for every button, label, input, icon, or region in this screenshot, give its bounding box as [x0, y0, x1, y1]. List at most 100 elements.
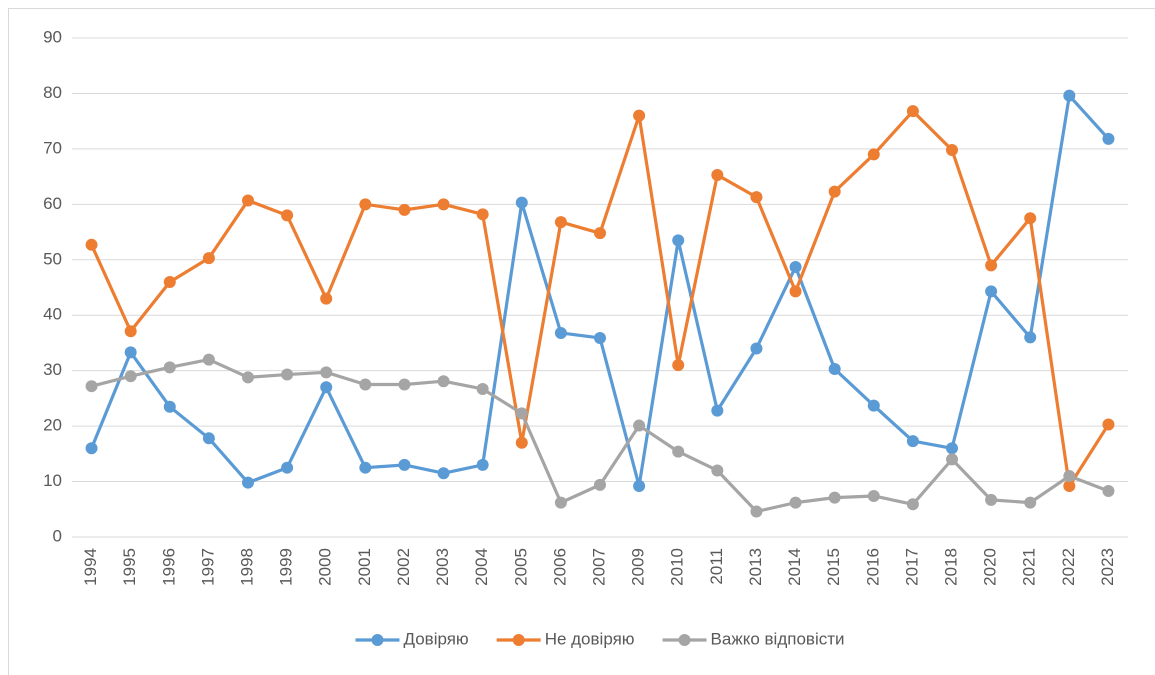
x-tick-label: 2015: [824, 548, 843, 586]
series-marker: [85, 238, 98, 251]
series-marker: [515, 407, 528, 420]
series-marker: [476, 458, 489, 471]
series-marker: [906, 435, 919, 448]
series-marker: [711, 464, 724, 477]
x-tick-label: 2014: [785, 548, 804, 586]
x-tick-label: 2010: [668, 548, 687, 586]
x-tick-label: 2011: [707, 548, 726, 585]
series-marker: [398, 378, 411, 391]
x-tick-label: 2018: [941, 548, 960, 586]
series-marker: [202, 353, 215, 366]
x-tick-label: 1994: [81, 548, 100, 586]
y-tick-label: 20: [43, 416, 62, 435]
series-marker: [1063, 89, 1076, 102]
series-marker: [554, 496, 567, 509]
series-marker: [672, 359, 685, 372]
series-marker: [281, 461, 294, 474]
legend-marker: [512, 634, 525, 646]
legend-marker: [371, 634, 384, 646]
series-marker: [281, 368, 294, 381]
x-tick-label: 2005: [511, 548, 530, 586]
series-marker: [1063, 479, 1076, 492]
legend: Довіряю Не довіряю Важко відповісти: [355, 629, 845, 648]
x-tick-label: 2017: [902, 548, 921, 586]
y-tick-label: 40: [43, 305, 62, 324]
y-tick-label: 10: [43, 471, 62, 490]
series-marker: [1063, 470, 1076, 483]
series-marker: [476, 208, 489, 221]
series-marker: [163, 400, 176, 413]
x-tick-label: 2022: [1059, 548, 1078, 586]
series-marker: [906, 498, 919, 511]
series-marker: [202, 432, 215, 445]
series-marker: [672, 445, 685, 458]
series-marker: [242, 371, 254, 384]
series-marker: [281, 209, 294, 222]
series-marker: [867, 399, 880, 412]
x-tick-label: 2021: [1020, 548, 1039, 586]
series-marker: [437, 467, 450, 480]
series-marker: [867, 489, 880, 502]
series-marker: [711, 404, 724, 417]
x-tick-label: 2009: [629, 548, 648, 586]
series-marker: [515, 436, 528, 449]
series-marker: [554, 216, 567, 229]
series-marker: [242, 476, 254, 489]
series-marker: [750, 191, 763, 204]
series-marker: [789, 496, 802, 509]
x-tick-label: 2000: [316, 548, 335, 586]
series-marker: [672, 234, 685, 247]
series-marker: [124, 325, 137, 338]
series-marker: [750, 342, 763, 355]
series-marker: [828, 363, 841, 376]
series-marker: [163, 275, 176, 288]
x-tick-label: 2001: [355, 548, 374, 586]
x-tick-label: 2016: [863, 548, 882, 586]
x-tick-label: 2020: [981, 548, 1000, 586]
series-marker: [946, 442, 958, 455]
series-marker: [789, 285, 802, 298]
series-marker: [359, 198, 372, 211]
series-marker: [359, 378, 372, 391]
series-marker: [163, 361, 176, 374]
x-tick-label: 2004: [472, 548, 491, 586]
legend-label: Довіряю: [404, 629, 469, 648]
series-marker: [985, 285, 998, 298]
series-marker: [1102, 484, 1115, 497]
series-marker: [124, 346, 137, 359]
y-tick-label: 30: [43, 360, 62, 379]
series-marker: [594, 478, 606, 491]
y-tick-label: 50: [43, 249, 62, 268]
series-marker: [320, 366, 333, 379]
series-marker: [515, 196, 528, 209]
series-marker: [633, 109, 646, 122]
series-marker: [437, 375, 450, 388]
legend-marker: [678, 634, 691, 646]
series-marker: [1024, 496, 1037, 509]
series-marker: [1024, 331, 1037, 344]
series-marker: [789, 260, 802, 273]
x-tick-label: 1996: [159, 548, 178, 586]
y-tick-label: 60: [43, 194, 62, 213]
series-marker: [828, 185, 841, 198]
series-marker: [398, 458, 411, 471]
series-marker: [946, 453, 958, 466]
series-marker: [85, 442, 98, 455]
series-marker: [85, 380, 98, 393]
x-tick-label: 1999: [277, 548, 296, 586]
series-marker: [828, 491, 841, 504]
series-marker: [985, 493, 998, 506]
series-marker: [711, 168, 724, 181]
legend-label: Важко відповісти: [711, 629, 845, 648]
chart-frame: [8, 8, 1155, 675]
y-tick-label: 0: [53, 526, 62, 545]
series-marker: [398, 203, 411, 216]
series-marker: [1102, 418, 1115, 431]
series-marker: [202, 252, 215, 265]
legend-label: Не довіряю: [545, 629, 635, 648]
x-tick-label: 1997: [198, 548, 217, 586]
series-marker: [946, 143, 958, 156]
series-marker: [437, 198, 450, 211]
series-marker: [554, 326, 567, 339]
series-marker: [124, 370, 137, 383]
